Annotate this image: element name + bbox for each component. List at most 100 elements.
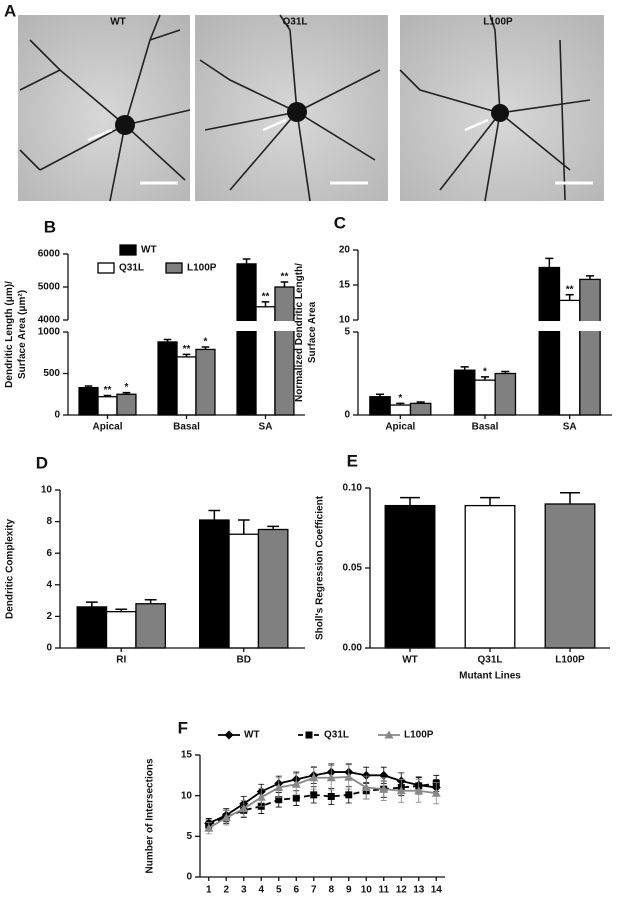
marker bbox=[326, 773, 336, 782]
y-tick-label: 6000 bbox=[38, 249, 61, 260]
y-tick-label: 4 bbox=[46, 579, 52, 590]
micrograph bbox=[399, 14, 604, 202]
y-tick-label: 0 bbox=[186, 872, 192, 883]
x-tick-label: 11 bbox=[378, 885, 389, 896]
error-bar bbox=[280, 281, 289, 287]
marker bbox=[327, 792, 335, 800]
marker bbox=[224, 730, 234, 740]
bar bbox=[369, 396, 391, 416]
y-tick-label: 4000 bbox=[38, 315, 61, 326]
bar bbox=[116, 393, 137, 416]
bar bbox=[236, 263, 257, 416]
marker bbox=[384, 730, 394, 739]
bar bbox=[198, 519, 230, 649]
y-tick-label: 5 bbox=[344, 327, 350, 338]
bar bbox=[228, 533, 260, 649]
axis-break bbox=[356, 321, 614, 331]
legend-swatch bbox=[165, 262, 183, 274]
y-tick-label: 0.05 bbox=[343, 563, 363, 574]
error-bar bbox=[480, 376, 490, 381]
marker bbox=[361, 783, 371, 792]
bar bbox=[464, 504, 516, 649]
y-tick-label: 0.10 bbox=[343, 483, 363, 494]
marker bbox=[379, 784, 389, 793]
y-tick-label: 15 bbox=[181, 750, 193, 761]
x-tick-label: L100P bbox=[555, 655, 585, 666]
error-bar bbox=[375, 393, 385, 397]
image-label: WT bbox=[110, 17, 126, 28]
x-tick-label: Apical bbox=[92, 422, 122, 433]
x-tick-label: SA bbox=[563, 422, 577, 433]
error-bar bbox=[208, 509, 221, 521]
x-tick-label: BD bbox=[237, 655, 251, 666]
error-bar bbox=[163, 338, 172, 342]
x-tick-label: 5 bbox=[276, 885, 282, 896]
x-tick-label: 13 bbox=[413, 885, 425, 896]
y-tick-label: 500 bbox=[43, 368, 60, 379]
x-tick-label: Apical bbox=[385, 422, 415, 433]
panel-label: F bbox=[178, 718, 188, 737]
bar bbox=[494, 372, 517, 416]
x-tick-label: 4 bbox=[258, 885, 264, 896]
y-tick-label: 20 bbox=[339, 245, 351, 256]
panel-label: B bbox=[44, 217, 56, 236]
error-bar bbox=[237, 519, 250, 535]
bar bbox=[579, 278, 601, 416]
x-tick-label: 8 bbox=[328, 885, 334, 896]
axis-break bbox=[66, 321, 307, 331]
micrograph bbox=[18, 14, 191, 202]
x-tick-label: 12 bbox=[396, 885, 408, 896]
legend-label: L100P bbox=[187, 263, 217, 274]
y-tick-label: 0.00 bbox=[343, 643, 363, 654]
error-bar bbox=[84, 385, 93, 388]
error-bar bbox=[261, 301, 270, 307]
marker bbox=[396, 786, 406, 795]
error-bar bbox=[85, 601, 98, 607]
y-axis-label: Surface Area bbox=[307, 301, 318, 363]
legend-swatch bbox=[97, 262, 115, 274]
bar bbox=[409, 402, 432, 416]
significance: ** bbox=[281, 272, 289, 283]
y-axis-label: Dendritic Complexity bbox=[5, 519, 16, 619]
error-bar bbox=[480, 496, 500, 506]
x-tick-label: SA bbox=[259, 422, 273, 433]
y-tick-label: 0 bbox=[46, 643, 52, 654]
panel-label: E bbox=[347, 451, 358, 470]
marker bbox=[310, 791, 318, 799]
x-tick-label: 3 bbox=[241, 885, 247, 896]
x-tick-label: 10 bbox=[361, 885, 373, 896]
marker bbox=[305, 731, 313, 739]
x-tick-label: Basal bbox=[173, 422, 200, 433]
x-tick-label: 1 bbox=[206, 885, 212, 896]
error-bar bbox=[545, 257, 554, 268]
y-axis-label: Sholl's Regression Coefficient bbox=[315, 495, 326, 640]
significance: ** bbox=[183, 344, 191, 355]
error-bar bbox=[560, 492, 580, 504]
error-bar bbox=[416, 401, 425, 404]
significance: ** bbox=[566, 284, 574, 295]
x-tick-label: WT bbox=[402, 655, 418, 666]
image-label: Q31L bbox=[282, 17, 307, 28]
y-axis-label: Dendritic Length (μm)/ bbox=[4, 281, 15, 388]
x-tick-label: Basal bbox=[472, 422, 499, 433]
bar bbox=[105, 611, 137, 649]
y-tick-label: 8 bbox=[46, 516, 52, 527]
significance: ** bbox=[104, 385, 112, 396]
y-tick-label: 10 bbox=[339, 315, 351, 326]
bar bbox=[78, 386, 99, 416]
bar bbox=[544, 503, 596, 649]
bar bbox=[257, 528, 289, 649]
x-tick-label: 6 bbox=[293, 885, 299, 896]
y-tick-label: 5000 bbox=[38, 282, 61, 293]
bar bbox=[97, 396, 118, 416]
y-tick-label: 0 bbox=[344, 410, 350, 421]
bar bbox=[157, 341, 178, 416]
y-tick-label: 6 bbox=[46, 548, 52, 559]
legend-label: Q31L bbox=[324, 730, 349, 741]
micrograph bbox=[195, 14, 388, 202]
error-bar bbox=[201, 346, 210, 350]
marker bbox=[361, 770, 371, 780]
y-axis-label: Surface Area (μm²) bbox=[17, 290, 28, 379]
y-tick-label: 15 bbox=[339, 280, 351, 291]
